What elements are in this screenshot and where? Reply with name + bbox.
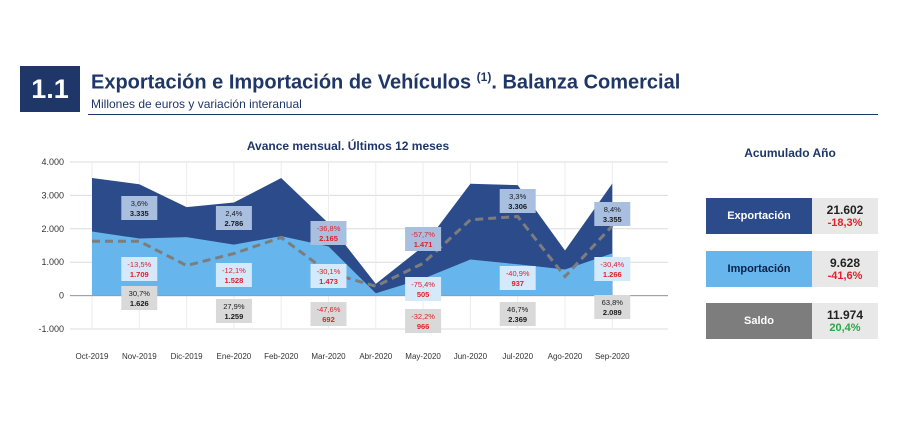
- accumulated-pct: -18,3%: [827, 217, 863, 229]
- accumulated-value: 11.974: [826, 308, 864, 322]
- y-tick-label: 1.000: [41, 257, 64, 267]
- import-value-label: 1.266: [603, 270, 622, 279]
- saldo-data-label-box: [405, 309, 442, 333]
- saldo-value-label: 1.626: [130, 299, 149, 308]
- accumulated-row-import: Importación 9.628 -41,6%: [706, 251, 878, 287]
- accumulated-pct: -41,6%: [827, 270, 863, 282]
- import-data-label-box: [215, 263, 252, 287]
- saldo-pct-label: 63,8%: [602, 298, 624, 307]
- x-tick-label: Jul-2020: [502, 352, 533, 361]
- import-data-label-box: [310, 264, 347, 288]
- export-pct-label: 8,4%: [604, 205, 621, 214]
- accumulated-label: Saldo: [706, 303, 812, 339]
- export-pct-label: -57,7%: [411, 230, 435, 239]
- header-rule: [88, 114, 878, 115]
- import-pct-label: -75,4%: [411, 280, 435, 289]
- saldo-data-label-box: [594, 295, 631, 319]
- accumulated-pct: 20,4%: [829, 322, 861, 334]
- accumulated-row-export: Exportación 21.602 -18,3%: [706, 198, 878, 234]
- saldo-pct-label: -47,6%: [317, 305, 341, 314]
- x-tick-label: Dic-2019: [171, 352, 204, 361]
- accumulated-value: 9.628: [829, 256, 861, 270]
- saldo-value-label: 2.369: [508, 315, 527, 324]
- x-tick-label: Feb-2020: [264, 352, 299, 361]
- page-subtitle: Millones de euros y variación interanual: [91, 97, 302, 111]
- y-tick-label: 0: [59, 291, 64, 301]
- page-title: Exportación e Importación de Vehículos (…: [91, 70, 680, 95]
- import-data-label-box: [405, 277, 442, 301]
- export-value-label: 3.306: [508, 202, 527, 211]
- export-value-label: 1.471: [414, 240, 433, 249]
- import-pct-label: -30,1%: [317, 267, 341, 276]
- x-tick-label: Jun-2020: [454, 352, 488, 361]
- export-value-label: 2.786: [225, 219, 244, 228]
- import-value-label: 1.528: [225, 276, 244, 285]
- x-tick-label: Oct-2019: [76, 352, 109, 361]
- saldo-value-label: 2.089: [603, 308, 622, 317]
- saldo-data-label-box: [499, 302, 536, 326]
- saldo-value-label: 692: [322, 315, 335, 324]
- x-tick-label: Abr-2020: [359, 352, 392, 361]
- x-tick-label: Mar-2020: [311, 352, 346, 361]
- accumulated-label: Exportación: [706, 198, 812, 234]
- saldo-data-label-box: [310, 302, 347, 326]
- import-pct-label: -12,1%: [222, 266, 246, 275]
- saldo-value-label: 1.259: [225, 312, 244, 321]
- title-footnote-mark: (1): [476, 70, 492, 84]
- accumulated-label: Importación: [706, 251, 812, 287]
- export-data-label-box: [121, 196, 158, 220]
- saldo-pct-label: 30,7%: [129, 289, 151, 298]
- accumulated-values: 21.602 -18,3%: [812, 198, 878, 234]
- saldo-pct-label: -32,2%: [411, 312, 435, 321]
- saldo-data-label-box: [121, 286, 158, 310]
- export-pct-label: 3,6%: [131, 199, 148, 208]
- export-data-label-box: [594, 202, 631, 226]
- import-value-label: 1.473: [319, 277, 338, 286]
- import-data-label-box: [499, 266, 536, 290]
- export-data-label-box: [215, 206, 252, 230]
- export-data-label-box: [499, 189, 536, 213]
- export-pct-label: 3,3%: [509, 192, 526, 201]
- export-value-label: 3.355: [603, 215, 622, 224]
- export-pct-label: 2,4%: [225, 209, 242, 218]
- saldo-pct-label: 46,7%: [507, 305, 529, 314]
- accumulated-row-saldo: Saldo 11.974 20,4%: [706, 303, 878, 339]
- accumulated-title: Acumulado Año: [744, 146, 836, 160]
- x-tick-label: Sep-2020: [595, 352, 630, 361]
- y-tick-label: 2.000: [41, 224, 64, 234]
- x-tick-label: Ene-2020: [217, 352, 252, 361]
- saldo-data-label-box: [215, 299, 252, 323]
- import-data-label-box: [121, 257, 158, 281]
- y-tick-label: -1.000: [38, 324, 64, 334]
- monthly-chart: Avance mensual. Últimos 12 meses -1.000 0 1…: [38, 138, 668, 361]
- title-main: Exportación e Importación de Vehículos: [91, 71, 472, 94]
- title-tail: . Balanza Comercial: [491, 71, 681, 94]
- chart-title: Avance mensual. Últimos 12 meses: [247, 138, 450, 153]
- x-tick-label: May-2020: [405, 352, 441, 361]
- y-tick-label: 3.000: [41, 190, 64, 200]
- import-value-label: 505: [417, 290, 430, 299]
- section-number: 1.1: [20, 66, 80, 112]
- export-value-label: 3.335: [130, 209, 149, 218]
- saldo-pct-label: 27,9%: [223, 302, 245, 311]
- export-data-label-box: [405, 227, 442, 251]
- import-data-label-box: [594, 257, 631, 281]
- saldo-line: [92, 214, 614, 288]
- accumulated-values: 11.974 20,4%: [812, 303, 878, 339]
- import-pct-label: -13,5%: [127, 260, 151, 269]
- export-value-label: 2.165: [319, 234, 338, 243]
- export-data-label-box: [310, 221, 347, 245]
- accumulated-value: 21.602: [826, 203, 864, 217]
- accumulated-values: 9.628 -41,6%: [812, 251, 878, 287]
- x-tick-label: Nov-2019: [122, 352, 157, 361]
- import-value-label: 1.709: [130, 270, 149, 279]
- saldo-value-label: 966: [417, 322, 430, 331]
- import-pct-label: -30,4%: [600, 260, 624, 269]
- import-value-label: 937: [511, 279, 524, 288]
- import-pct-label: -40,9%: [506, 269, 530, 278]
- export-pct-label: -36,8%: [317, 224, 341, 233]
- x-tick-label: Ago-2020: [548, 352, 583, 361]
- y-tick-label: 4.000: [41, 157, 64, 167]
